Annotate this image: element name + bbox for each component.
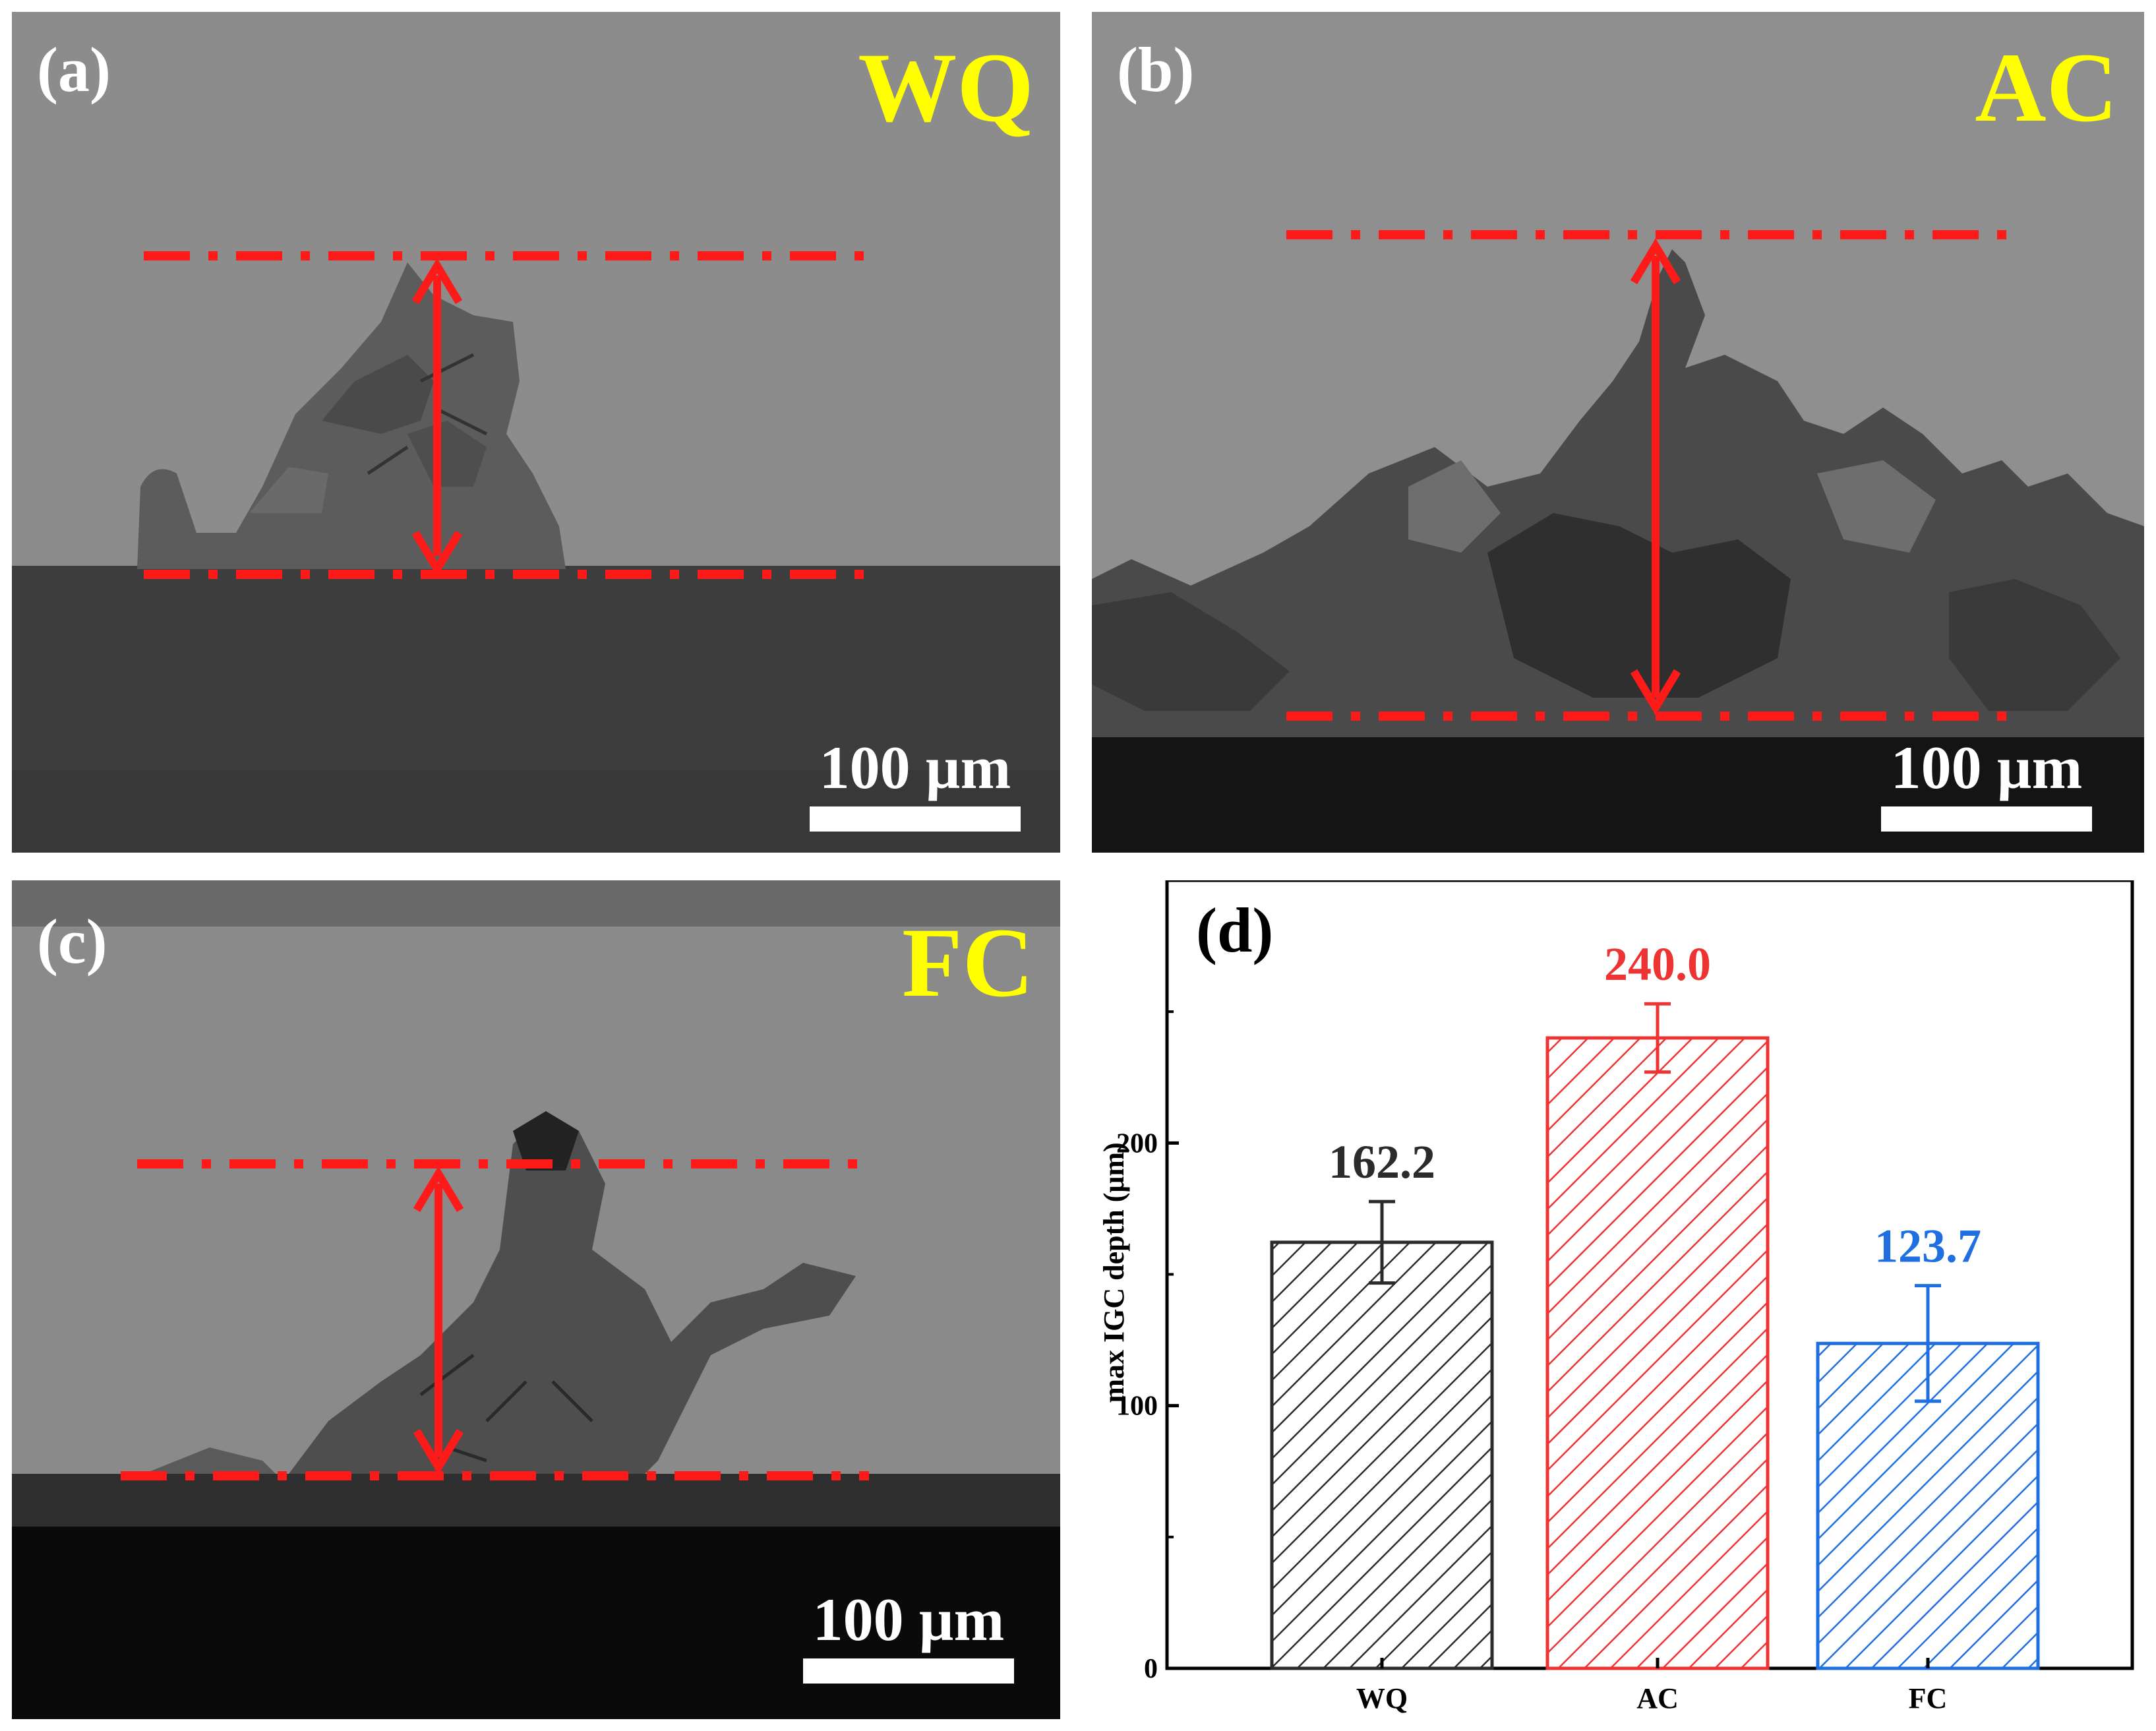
x-tick-label-wq: WQ (1356, 1682, 1408, 1715)
panel-a-label: (a) (37, 34, 111, 105)
x-tick-label-fc: FC (1909, 1682, 1948, 1715)
panel-b-tag: AC (1975, 33, 2118, 142)
value-label-ac: 240.0 (1604, 938, 1711, 990)
bar-wq (1270, 1240, 1494, 1670)
bar-ac (1545, 1036, 1770, 1670)
panel-c-scale-bar (803, 1658, 1014, 1684)
panel-b-scale-label: 100 µm (1890, 734, 2083, 801)
micrograph-b-image (1092, 12, 2144, 853)
panel-b-scale-bar (1881, 806, 2092, 832)
x-tick-label-ac: AC (1636, 1682, 1679, 1715)
value-label-wq: 162.2 (1329, 1136, 1435, 1188)
panel-a-scale-bar (810, 806, 1021, 832)
y-tick-label: 0 (1144, 1654, 1158, 1684)
y-axis-title: max IGC depth (μm) (1098, 1142, 1130, 1403)
value-label-fc: 123.7 (1874, 1220, 1981, 1273)
micrograph-c-image (12, 880, 1060, 1719)
micrograph-panel-a: (a) WQ 100 µm (12, 12, 1060, 853)
panel-b-label: (b) (1117, 34, 1195, 105)
panel-a-scale-label: 100 µm (819, 734, 1011, 801)
micrograph-panel-c: (c) FC 100 µm (12, 880, 1060, 1719)
micrograph-a-image (12, 12, 1060, 853)
panel-c-tag: FC (902, 908, 1034, 1017)
y-tick-label: 100 (1116, 1391, 1158, 1422)
chart-panel-d: 0 100 200 162.2 240.0 123.7 WQ AC FC max IGC d… (1092, 880, 2144, 1724)
chart-panel-label: (d) (1196, 895, 1273, 965)
panel-c-scale-label: 100 µm (812, 1586, 1005, 1653)
bar-chart: 0 100 200 162.2 240.0 123.7 WQ AC FC max IGC d… (1098, 880, 2134, 1715)
panel-a-tag: WQ (858, 33, 1034, 142)
panel-c-label: (c) (37, 906, 107, 977)
y-tick-label: 200 (1116, 1128, 1158, 1159)
micrograph-panel-b: (b) AC 100 µm (1092, 12, 2144, 853)
